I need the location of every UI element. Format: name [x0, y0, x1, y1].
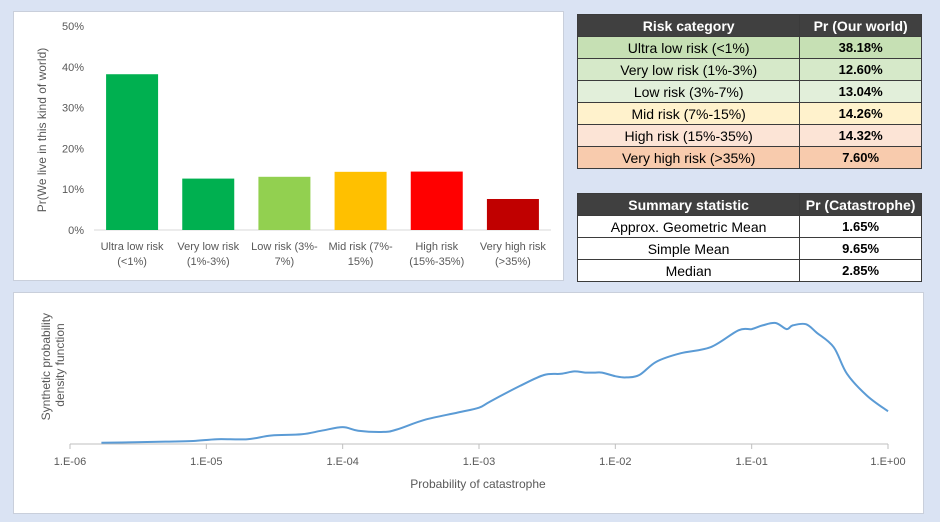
pdf-x-tick-label: 1.E-06: [54, 456, 86, 468]
table-row: Ultra low risk (<1%) 38.18%: [576, 36, 922, 59]
bar-y-tick-label: 10%: [62, 184, 84, 196]
risk-probability-value: 7.60%: [799, 146, 922, 169]
risk-probability-value: 13.04%: [799, 80, 922, 103]
pdf-x-axis-label: Probability of catastrophe: [410, 477, 546, 491]
table-row: High risk (15%-35%) 14.32%: [576, 124, 922, 147]
bar-chart-panel: Pr(We live in this kind of world) 0% 10% 2…: [13, 11, 564, 281]
pdf-x-tick-label: 1.E+00: [870, 456, 905, 468]
summary-table-header-probability: Pr (Catastrophe): [799, 193, 922, 216]
bar-y-tick-label: 20%: [62, 143, 84, 155]
table-row: Median 2.85%: [576, 259, 922, 282]
bar-category-label: High risk: [415, 241, 458, 253]
table-row: Approx. Geometric Mean 1.65%: [576, 215, 922, 238]
pdf-y-axis-label: Synthetic probability density function: [39, 310, 67, 421]
bar-category-label: 7%): [275, 256, 295, 268]
table-row: Simple Mean 9.65%: [576, 237, 922, 260]
table-row: Very high risk (>35%) 7.60%: [576, 146, 922, 169]
bar-category-label: Very high risk: [480, 241, 547, 253]
risk-category-label: Ultra low risk (<1%): [576, 36, 801, 59]
bar-y-tick-label: 0%: [68, 225, 84, 237]
risk-table-header-category: Risk category: [576, 14, 801, 37]
risk-category-label: Low risk (3%-7%): [576, 80, 801, 103]
risk-category-label: Very high risk (>35%): [576, 146, 801, 169]
bar-category-label: (1%-3%): [187, 256, 230, 268]
summary-statistic-label: Simple Mean: [576, 237, 801, 260]
bar-category-label: Ultra low risk: [101, 241, 164, 253]
table-row: Mid risk (7%-15%) 14.26%: [576, 102, 922, 125]
bar: [334, 171, 387, 230]
pdf-x-tick-label: 1.E-03: [463, 456, 495, 468]
bar-category-label: Mid risk (7%-: [328, 241, 393, 253]
summary-statistic-value: 1.65%: [799, 215, 922, 238]
pdf-series-line: [101, 321, 889, 444]
bar-chart: Pr(We live in this kind of world) 0% 10% 2…: [35, 21, 551, 268]
bar: [410, 171, 463, 230]
bar-category-label: (15%-35%): [409, 256, 464, 268]
pdf-x-tick-label: 1.E-01: [735, 456, 767, 468]
summary-statistic-label: Approx. Geometric Mean: [576, 215, 801, 238]
pdf-x-tick-label: 1.E-02: [599, 456, 631, 468]
bar: [182, 178, 235, 230]
risk-category-label: Mid risk (7%-15%): [576, 102, 801, 125]
summary-table-header-statistic: Summary statistic: [576, 193, 801, 216]
risk-probability-value: 38.18%: [799, 36, 922, 59]
bar-category-label: Low risk (3%-: [251, 241, 318, 253]
risk-category-label: High risk (15%-35%): [576, 124, 801, 147]
summary-statistic-value: 9.65%: [799, 237, 922, 260]
risk-table-header-probability: Pr (Our world): [799, 14, 922, 37]
summary-statistic-label: Median: [576, 259, 801, 282]
bar-y-axis-label: Pr(We live in this kind of world): [35, 48, 49, 213]
bar-category-label: Very low risk: [177, 241, 239, 253]
bar-category-label: (<1%): [117, 256, 147, 268]
bar-y-tick-label: 30%: [62, 103, 84, 115]
pdf-x-tick-label: 1.E-05: [190, 456, 222, 468]
bar-y-tick-label: 50%: [62, 21, 84, 33]
bar-category-label: (>35%): [495, 256, 531, 268]
bar-category-label: 15%): [348, 256, 374, 268]
pdf-x-tick-label: 1.E-04: [326, 456, 358, 468]
risk-probability-value: 14.26%: [799, 102, 922, 125]
summary-statistic-table: Summary statistic Pr (Catastrophe) Appro…: [576, 193, 922, 282]
risk-probability-value: 14.32%: [799, 124, 922, 147]
risk-category-table: Risk category Pr (Our world) Ultra low r…: [576, 14, 922, 169]
bar: [486, 198, 539, 230]
summary-statistic-value: 2.85%: [799, 259, 922, 282]
bar: [258, 176, 311, 230]
bar-y-tick-label: 40%: [62, 62, 84, 74]
bar: [106, 74, 159, 230]
pdf-chart-panel: Synthetic probability density function P…: [13, 292, 924, 514]
table-row: Very low risk (1%-3%) 12.60%: [576, 58, 922, 81]
pdf-line-chart: Synthetic probability density function P…: [39, 310, 906, 491]
risk-category-label: Very low risk (1%-3%): [576, 58, 801, 81]
risk-probability-value: 12.60%: [799, 58, 922, 81]
table-row: Low risk (3%-7%) 13.04%: [576, 80, 922, 103]
